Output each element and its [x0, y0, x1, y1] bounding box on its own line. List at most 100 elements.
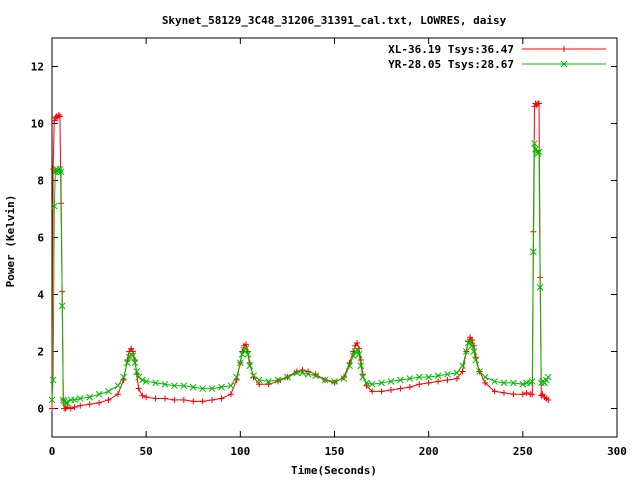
data-point	[71, 404, 78, 411]
data-point	[71, 396, 78, 404]
data-point	[265, 378, 272, 385]
data-point	[51, 117, 58, 124]
data-point	[321, 376, 329, 384]
data-point	[105, 396, 112, 403]
y-tick-label: 0	[37, 403, 44, 416]
x-axis-label: Time(Seconds)	[291, 464, 377, 477]
data-point	[354, 339, 361, 346]
data-point	[349, 352, 357, 360]
data-point	[189, 383, 197, 391]
data-point	[227, 391, 234, 398]
data-point	[491, 388, 498, 395]
data-point	[331, 378, 338, 385]
data-point	[415, 373, 423, 381]
x-tick-label: 200	[419, 445, 439, 458]
series-1	[48, 140, 552, 407]
data-point	[242, 345, 250, 353]
data-point	[171, 396, 178, 403]
data-point	[510, 379, 517, 387]
data-point	[453, 375, 460, 382]
x-tick-label: 250	[513, 445, 533, 458]
data-point	[250, 372, 257, 380]
data-point	[293, 369, 301, 377]
data-point	[387, 378, 395, 385]
data-point	[388, 386, 394, 393]
data-point	[357, 357, 364, 364]
data-point	[161, 380, 169, 388]
data-point	[238, 350, 246, 358]
data-point	[425, 379, 432, 386]
data-point	[453, 369, 461, 377]
data-point	[152, 395, 159, 402]
y-axis-label: Power (Kelvin)	[4, 195, 17, 288]
data-point	[244, 350, 252, 358]
data-point	[541, 379, 548, 387]
data-point	[535, 148, 543, 156]
data-point	[180, 396, 187, 403]
data-point	[125, 353, 133, 361]
y-tick-label: 2	[37, 346, 44, 359]
data-point	[500, 379, 508, 387]
data-point	[199, 398, 206, 405]
x-tick-label: 100	[230, 445, 250, 458]
data-point	[299, 367, 306, 374]
data-point	[208, 385, 216, 392]
data-point	[536, 100, 543, 107]
data-point	[378, 379, 385, 387]
data-point	[397, 385, 404, 392]
data-point	[63, 399, 71, 407]
data-point	[462, 348, 470, 355]
data-point	[62, 399, 69, 407]
data-point	[519, 380, 527, 388]
chart-title: Skynet_58129_3C48_31206_31391_cal.txt, L…	[162, 14, 507, 27]
data-point	[180, 382, 188, 390]
data-point	[397, 376, 404, 384]
data-point	[76, 395, 84, 402]
data-point	[363, 382, 370, 389]
data-point	[171, 382, 178, 390]
data-point	[227, 382, 235, 390]
data-point	[218, 383, 225, 391]
data-point	[233, 373, 240, 381]
x-tick-label: 50	[140, 445, 153, 458]
x-tick-label: 0	[49, 445, 56, 458]
x-tick-label: 150	[325, 445, 345, 458]
data-point	[77, 402, 84, 409]
series-line	[51, 102, 549, 410]
legend-label-yr: YR-28.05 Tsys:28.67	[388, 58, 514, 71]
data-point	[58, 302, 66, 310]
data-point	[209, 396, 216, 403]
data-point	[199, 385, 207, 392]
data-point	[466, 338, 474, 345]
data-point	[50, 202, 58, 210]
data-point	[359, 373, 367, 381]
data-point	[544, 373, 552, 381]
data-point	[57, 168, 65, 176]
data-point	[218, 395, 225, 402]
axis-ticks: 0 50 100 150 200 250 300 0 2 4 6 8 10 12	[31, 38, 627, 458]
data-point	[139, 392, 146, 399]
data-point	[459, 362, 466, 370]
data-point	[152, 379, 159, 387]
data-point	[305, 368, 312, 375]
data-point	[142, 378, 150, 385]
data-point	[120, 373, 127, 381]
data-point	[378, 388, 385, 395]
data-point	[346, 362, 353, 370]
data-point	[530, 248, 537, 256]
data-point	[133, 368, 141, 375]
data-point	[368, 380, 376, 388]
data-point	[129, 348, 136, 355]
data-point	[56, 113, 63, 120]
data-point	[444, 377, 451, 383]
data-point	[114, 391, 121, 398]
data-point	[236, 359, 244, 367]
y-tick-label: 4	[37, 289, 44, 302]
data-point	[416, 381, 423, 388]
data-point	[340, 375, 348, 382]
series-group	[48, 100, 552, 412]
legend-marker	[560, 60, 568, 68]
data-point	[529, 391, 536, 398]
data-point	[468, 342, 476, 350]
